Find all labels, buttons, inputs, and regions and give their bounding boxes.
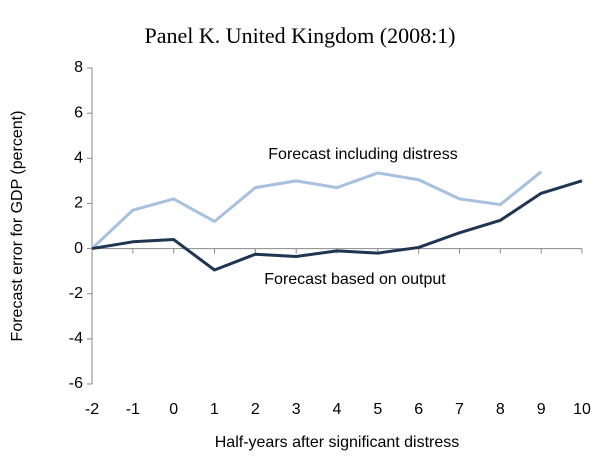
x-tick-label: 6 [414,401,423,418]
series-line [91,179,583,272]
x-axis-label: Half-years after significant distress [215,434,460,451]
x-tick-label: 7 [455,401,464,418]
x-tick-label: 3 [292,401,301,418]
x-tick-label: 8 [496,401,505,418]
x-tick-label: 2 [251,401,260,418]
x-tick-label: 5 [373,401,382,418]
y-tick-label: 2 [74,195,83,212]
x-tick-label: 4 [333,401,342,418]
x-tick-label: 9 [537,401,546,418]
x-tick-label: 10 [573,401,591,418]
y-tick-label: -6 [69,375,83,392]
y-tick-label: -4 [69,330,83,347]
series-line [90,170,543,250]
x-tick-label: -1 [126,401,140,418]
y-axis-label: Forecast error for GDP (percent) [9,111,26,342]
x-tick-label: -2 [85,401,99,418]
series-label: Forecast based on output [264,271,446,288]
chart-title: Panel K. United Kingdom (2008:1) [144,23,455,48]
y-tick-label: 6 [74,104,83,121]
series-label: Forecast including distress [268,146,457,163]
x-tick-label: 0 [169,401,178,418]
y-tick-label: 8 [74,59,83,76]
y-tick-label: 0 [74,240,83,257]
y-tick-label: -2 [69,285,83,302]
x-tick-label: 1 [210,401,219,418]
y-tick-label: 4 [74,150,83,167]
